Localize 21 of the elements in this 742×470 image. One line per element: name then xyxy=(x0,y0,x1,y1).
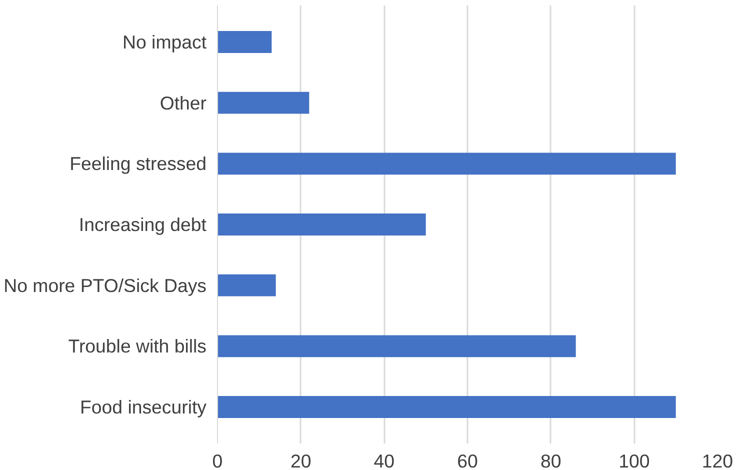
bar xyxy=(218,396,676,418)
y-tick-label: Trouble with bills xyxy=(68,336,207,357)
y-tick-label: No impact xyxy=(122,32,208,52)
bar xyxy=(218,152,676,175)
x-tick-label: 20 xyxy=(290,450,312,470)
x-tick-label: 100 xyxy=(618,450,650,470)
bar xyxy=(218,274,276,296)
bar xyxy=(218,335,576,358)
x-tick-label: 60 xyxy=(457,450,478,470)
y-tick-label: Food insecurity xyxy=(80,396,208,418)
x-tick-label: 0 xyxy=(212,450,223,470)
bar xyxy=(218,214,426,236)
y-tick-label: Increasing debt xyxy=(78,214,208,235)
y-tick-label: Other xyxy=(160,92,207,114)
y-tick-label: Feeling stressed xyxy=(70,153,207,174)
x-tick-label: 40 xyxy=(374,450,395,470)
x-tick-label: 80 xyxy=(540,450,562,470)
bar xyxy=(218,92,310,114)
bar xyxy=(218,31,272,53)
y-tick-label: No more PTO/Sick Days xyxy=(4,274,207,296)
x-tick-label: 120 xyxy=(702,450,734,470)
